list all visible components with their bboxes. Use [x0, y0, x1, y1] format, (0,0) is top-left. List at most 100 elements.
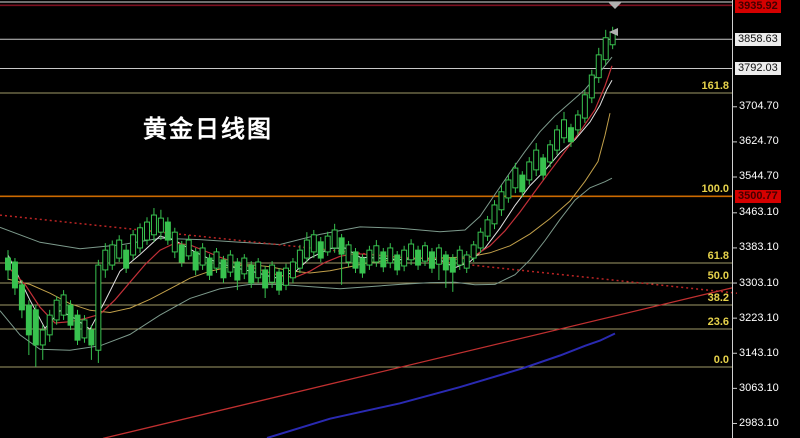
candle-down	[317, 241, 324, 259]
candle-up	[109, 244, 116, 266]
candle-up	[130, 234, 137, 256]
candle-down	[567, 127, 574, 143]
candle-up	[199, 247, 206, 266]
candle-down	[234, 261, 241, 281]
candle-up	[150, 214, 157, 236]
candle-up	[39, 329, 46, 346]
candle-up	[296, 249, 303, 269]
candle-up	[533, 149, 540, 171]
candle-down	[449, 257, 456, 273]
candle-up	[269, 264, 276, 283]
ma-long-blue	[266, 332, 616, 438]
candle-up	[144, 221, 150, 241]
axis-price-label: 3704.70	[739, 100, 779, 113]
bollinger-lower	[0, 177, 613, 351]
candle-down	[11, 261, 18, 289]
candle-up	[345, 244, 352, 263]
candle-up	[102, 249, 109, 271]
candle-down	[67, 304, 74, 326]
chart-title: 黄金日线图	[143, 116, 273, 143]
candle-up	[456, 249, 463, 266]
candle-down	[192, 251, 199, 271]
candle-down	[519, 174, 526, 193]
candle-up	[512, 167, 519, 189]
ma-yellow	[7, 113, 611, 314]
candle-up	[53, 299, 60, 321]
fib-level-label: 61.8	[707, 249, 729, 262]
axis-price-label: 3383.10	[739, 241, 779, 254]
candle-up	[331, 229, 338, 249]
marked-price-label: 3935.92	[735, 0, 781, 13]
candle-down	[415, 249, 422, 266]
trendline-solid-red	[102, 287, 733, 438]
candle-down	[25, 304, 32, 336]
axis-price-label: 3063.10	[739, 381, 779, 394]
candle-down	[88, 329, 95, 346]
candle-down	[428, 251, 435, 269]
highlight-price-label: 3858.63	[735, 32, 781, 46]
candle-down	[540, 157, 547, 176]
candle-up	[491, 204, 498, 225]
candle-down	[5, 257, 11, 271]
candle-up	[81, 319, 88, 339]
candle-down	[164, 221, 171, 241]
candle-up	[498, 191, 505, 211]
candle-up	[505, 179, 512, 199]
candle-down	[206, 257, 213, 276]
candle-down	[220, 259, 227, 279]
candle-down	[248, 264, 255, 284]
candle-up	[484, 219, 491, 237]
candle-up	[283, 267, 289, 286]
candle-up	[310, 234, 317, 253]
candle-down	[18, 284, 25, 311]
candle-down	[262, 269, 269, 289]
candle-up	[289, 261, 296, 279]
candle-down	[359, 257, 366, 274]
highlight-price-label: 3792.03	[735, 61, 781, 75]
marked-price-label: 3500.77	[735, 189, 781, 203]
candle-up	[116, 239, 123, 259]
last-price-arrow-icon	[609, 28, 618, 37]
candle-up	[595, 54, 602, 79]
candle-up	[470, 244, 477, 259]
candle-up	[602, 37, 609, 61]
candle-down	[352, 251, 359, 269]
candle-down	[32, 309, 39, 346]
candle-up	[588, 74, 595, 99]
candle-up	[422, 245, 428, 262]
candle-up	[213, 251, 220, 269]
fib-level-label: 50.0	[707, 269, 729, 282]
candle-up	[554, 129, 561, 151]
candle-down	[74, 314, 81, 341]
axis-price-label: 3223.10	[739, 311, 779, 324]
candle-up	[95, 264, 102, 351]
fib-level-label: 161.8	[701, 79, 729, 92]
candle-up	[185, 239, 192, 257]
candle-up	[241, 257, 248, 275]
candle-down	[442, 254, 449, 271]
candle-up	[387, 247, 394, 264]
candle-up	[171, 231, 178, 253]
candle-up	[463, 254, 470, 269]
candle-down	[276, 271, 283, 291]
candle-up	[366, 249, 373, 266]
candle-up	[574, 114, 581, 131]
fib-level-label: 38.2	[707, 291, 729, 304]
candle-up	[547, 144, 554, 163]
candle-up	[435, 247, 442, 265]
axis-price-label: 3143.10	[739, 346, 779, 359]
axis-price-label: 2983.10	[739, 416, 779, 429]
candle-up	[408, 243, 415, 261]
candle-up	[46, 314, 53, 336]
candle-up	[255, 261, 262, 279]
candle-up	[303, 239, 310, 259]
axis-price-label: 3624.70	[739, 135, 779, 148]
candle-down	[178, 244, 185, 263]
candle-up	[581, 94, 588, 119]
axis-price-label: 3303.10	[739, 276, 779, 289]
candle-up	[137, 227, 144, 249]
candle-up	[157, 217, 164, 233]
candle-up	[477, 231, 484, 249]
